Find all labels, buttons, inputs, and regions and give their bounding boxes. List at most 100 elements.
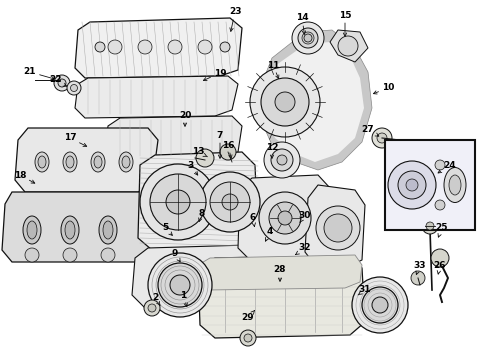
Text: 2: 2: [152, 293, 160, 306]
Circle shape: [70, 85, 77, 91]
Circle shape: [304, 34, 311, 42]
Text: 10: 10: [373, 84, 393, 94]
Text: 30: 30: [298, 211, 310, 222]
Ellipse shape: [61, 216, 79, 244]
Circle shape: [240, 330, 256, 346]
Text: 3: 3: [186, 161, 197, 175]
Text: 9: 9: [171, 248, 180, 262]
Circle shape: [376, 133, 386, 143]
Circle shape: [150, 174, 205, 230]
Text: 21: 21: [24, 68, 54, 80]
Ellipse shape: [448, 175, 460, 195]
Circle shape: [220, 42, 229, 52]
Circle shape: [54, 75, 70, 91]
Polygon shape: [138, 152, 258, 250]
Circle shape: [371, 297, 387, 313]
Text: 29: 29: [241, 311, 254, 323]
Circle shape: [421, 218, 437, 234]
Polygon shape: [198, 255, 364, 338]
Circle shape: [261, 78, 308, 126]
Circle shape: [259, 192, 310, 244]
Text: 7: 7: [216, 130, 223, 158]
Circle shape: [244, 334, 251, 342]
Circle shape: [108, 40, 122, 54]
Text: 33: 33: [413, 261, 426, 275]
Text: 13: 13: [191, 148, 207, 157]
Circle shape: [168, 40, 182, 54]
Circle shape: [198, 40, 212, 54]
Circle shape: [405, 179, 417, 191]
Text: 18: 18: [14, 171, 35, 183]
Circle shape: [25, 248, 39, 262]
Polygon shape: [15, 128, 158, 192]
Text: 26: 26: [433, 261, 446, 274]
Circle shape: [302, 32, 313, 44]
Text: 24: 24: [437, 161, 455, 173]
Circle shape: [291, 22, 324, 54]
Ellipse shape: [94, 156, 102, 168]
Ellipse shape: [38, 156, 46, 168]
Ellipse shape: [66, 156, 74, 168]
Ellipse shape: [63, 152, 77, 172]
Polygon shape: [105, 116, 242, 160]
Circle shape: [297, 28, 317, 48]
Text: 11: 11: [266, 60, 279, 78]
Circle shape: [274, 92, 294, 112]
Ellipse shape: [99, 216, 117, 244]
Circle shape: [371, 128, 391, 148]
Polygon shape: [196, 255, 361, 290]
Circle shape: [148, 253, 212, 317]
Polygon shape: [329, 30, 367, 62]
Polygon shape: [305, 185, 364, 268]
Text: 31: 31: [357, 285, 370, 295]
Text: 4: 4: [265, 228, 273, 241]
Circle shape: [143, 300, 160, 316]
Circle shape: [140, 164, 216, 240]
Text: 12: 12: [265, 144, 278, 158]
Circle shape: [158, 263, 202, 307]
Text: 22: 22: [49, 76, 66, 86]
Polygon shape: [260, 30, 371, 170]
Ellipse shape: [443, 167, 465, 202]
Text: 8: 8: [198, 208, 204, 221]
Text: 14: 14: [295, 13, 307, 34]
Polygon shape: [238, 175, 331, 260]
Ellipse shape: [27, 221, 37, 239]
Text: 15: 15: [338, 10, 350, 36]
Text: 32: 32: [295, 243, 311, 255]
Polygon shape: [132, 245, 258, 308]
Text: 6: 6: [249, 213, 256, 226]
Text: 25: 25: [435, 224, 447, 237]
Circle shape: [278, 211, 291, 225]
Text: 16: 16: [221, 140, 234, 158]
Circle shape: [315, 206, 359, 250]
Ellipse shape: [122, 156, 130, 168]
Ellipse shape: [103, 221, 113, 239]
Ellipse shape: [35, 152, 49, 172]
Circle shape: [397, 171, 425, 199]
Text: 1: 1: [180, 291, 187, 306]
Circle shape: [337, 36, 357, 56]
Circle shape: [324, 214, 351, 242]
Text: 19: 19: [203, 68, 226, 81]
Circle shape: [222, 194, 238, 210]
Circle shape: [209, 182, 249, 222]
Circle shape: [249, 67, 319, 137]
Text: 17: 17: [63, 134, 86, 147]
Circle shape: [67, 81, 81, 95]
Circle shape: [270, 149, 292, 171]
Circle shape: [268, 202, 301, 234]
Text: 28: 28: [273, 266, 285, 281]
Circle shape: [200, 172, 260, 232]
Polygon shape: [75, 76, 238, 118]
Ellipse shape: [119, 152, 133, 172]
Ellipse shape: [23, 216, 41, 244]
Text: 23: 23: [228, 8, 241, 31]
Circle shape: [361, 287, 397, 323]
Circle shape: [101, 248, 115, 262]
Ellipse shape: [91, 152, 105, 172]
Circle shape: [220, 144, 236, 160]
Circle shape: [434, 200, 444, 210]
Circle shape: [410, 271, 424, 285]
Circle shape: [170, 275, 190, 295]
